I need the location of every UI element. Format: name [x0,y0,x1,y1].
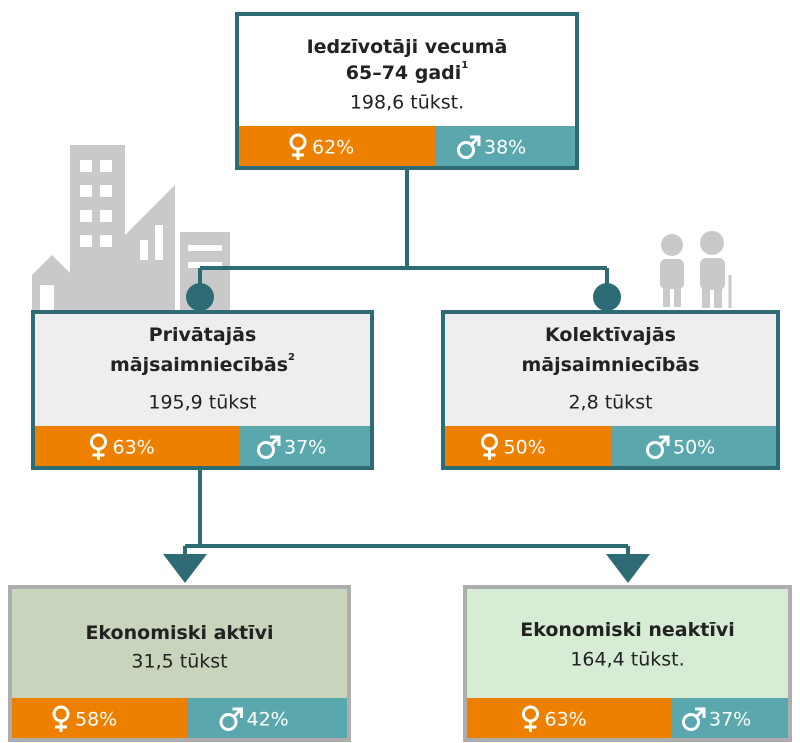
box-title: Privātajās [149,324,257,346]
box-title: Ekonomiski neaktīvi [520,619,734,641]
male-share: 37% [709,709,751,731]
title-line: mājsaimniecībās [521,354,699,376]
title-line: Ekonomiski neaktīvi [520,619,734,641]
box-value: 2,8 tūkst [568,392,652,414]
box-title: Kolektīvajās [545,324,676,346]
title-line: Privātajās [149,324,257,346]
box-value: 195,9 tūkst [148,392,256,414]
box-value: 31,5 tūkst [131,651,227,673]
female-share: 50% [504,437,546,459]
box-value: 164,4 tūkst. [570,649,684,671]
box-title: Ekonomiski aktīvi [85,622,273,644]
title-line: Iedzīvotāji vecumā [307,36,508,58]
box-title: mājsaimniecībās2 [110,352,295,376]
box-title: mājsaimniecībās [521,354,699,376]
male-share: 50% [673,437,715,459]
title-line: 65–74 gadi [346,62,462,84]
people-icon [660,231,730,308]
diagram: Iedzīvotāji vecumā65–74 gadi1198,6 tūkst… [0,0,800,743]
male-share: 38% [484,137,526,159]
title-line: Kolektīvajās [545,324,676,346]
box-title: 65–74 gadi1 [346,60,469,84]
box-value: 198,6 tūkst. [350,92,464,114]
male-share: 42% [247,709,289,731]
footnote: 2 [288,352,295,363]
footnote: 1 [461,60,468,71]
male-share: 37% [284,437,326,459]
female-share: 62% [312,137,354,159]
title-line: Ekonomiski aktīvi [85,622,273,644]
title-line: mājsaimniecībās [110,354,288,376]
female-share: 63% [545,709,587,731]
female-share: 58% [75,709,117,731]
female-share: 63% [113,437,155,459]
box-title: Iedzīvotāji vecumā [307,36,508,58]
